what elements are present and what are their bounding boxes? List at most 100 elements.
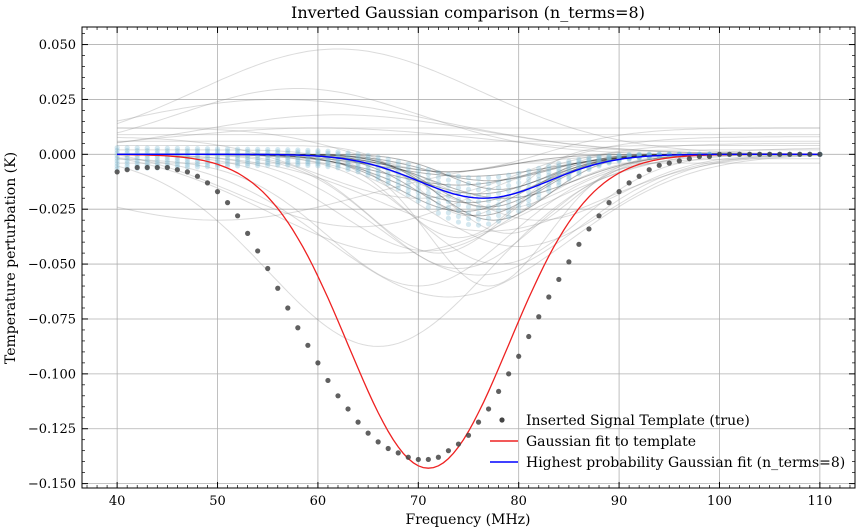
residual-point	[546, 188, 552, 194]
residual-point	[616, 153, 622, 160]
residual-point	[626, 152, 632, 158]
residual-point	[536, 188, 542, 194]
residual-point	[204, 161, 211, 168]
residual-point	[295, 147, 301, 153]
residual-point	[526, 189, 532, 195]
residual-point	[656, 153, 662, 160]
template-point	[174, 167, 180, 173]
residual-point	[596, 156, 602, 162]
residual-point	[235, 163, 241, 169]
posterior-sample-line	[117, 127, 820, 155]
residual-point	[375, 154, 381, 160]
template-point	[556, 276, 562, 283]
template-point	[315, 360, 321, 366]
residual-point	[425, 204, 431, 210]
residual-point	[465, 204, 472, 210]
residual-point	[586, 156, 592, 162]
residual-point	[496, 201, 502, 208]
residual-point	[144, 157, 150, 164]
residual-point	[315, 157, 321, 163]
residual-point	[224, 148, 231, 154]
residual-point	[325, 148, 331, 154]
residual-point	[235, 154, 241, 161]
template-point	[305, 342, 311, 348]
residual-point	[224, 157, 231, 163]
residual-point	[375, 176, 381, 182]
residual-point	[224, 159, 231, 165]
x-tick-label: 60	[310, 494, 327, 509]
x-tick-label: 50	[209, 494, 226, 509]
residual-point	[275, 156, 281, 162]
residual-point	[325, 162, 331, 168]
template-point	[606, 200, 612, 206]
residual-point	[556, 176, 562, 183]
residual-point	[285, 162, 291, 168]
residual-point	[576, 164, 582, 170]
residual-point	[325, 160, 331, 166]
residual-point	[596, 155, 602, 161]
residual-point	[385, 156, 391, 162]
residual-point	[516, 208, 522, 214]
template-point	[224, 200, 231, 206]
residual-point	[114, 163, 120, 169]
residual-point	[536, 195, 542, 201]
residual-point	[475, 181, 482, 187]
residual-point	[134, 160, 140, 166]
residual-point	[174, 162, 180, 168]
template-point	[295, 325, 301, 331]
residual-point	[295, 156, 301, 163]
residual-point	[566, 158, 572, 164]
template-point	[656, 162, 662, 168]
residual-point	[174, 157, 180, 163]
template-point	[385, 445, 391, 452]
residual-point	[385, 171, 391, 177]
residual-point	[475, 198, 482, 205]
residual-point	[475, 204, 482, 211]
residual-point	[265, 160, 271, 166]
residual-point	[445, 210, 452, 216]
residual-point	[395, 159, 401, 165]
residual-point	[475, 222, 482, 228]
residual-point	[355, 164, 361, 170]
residual-point	[616, 152, 622, 158]
template-point	[546, 294, 552, 300]
residual-point	[275, 146, 281, 153]
residual-point	[235, 146, 241, 152]
residual-point	[265, 156, 271, 162]
residual-point	[345, 154, 351, 160]
residual-point	[365, 155, 371, 161]
template-point	[616, 189, 622, 195]
residual-point	[265, 158, 271, 164]
residual-point	[144, 147, 150, 154]
residual-point	[355, 151, 361, 157]
residual-point	[305, 147, 311, 153]
residual-point	[345, 162, 351, 168]
residual-point	[606, 155, 612, 162]
residual-point	[445, 215, 452, 221]
residual-point	[345, 150, 351, 156]
residual-point	[536, 165, 542, 171]
residual-point	[506, 214, 512, 220]
residual-point	[245, 148, 251, 154]
axis-ticks: 40 50 60 70 80 90 100 110 −0.150 −0.125 −0.100 −0.0…	[28, 27, 855, 509]
residual-point	[114, 158, 120, 164]
residual-point	[626, 153, 632, 159]
residual-point	[114, 160, 120, 167]
template-point	[245, 230, 251, 236]
x-tick-label: 80	[510, 494, 527, 509]
residual-point	[315, 163, 321, 169]
residual-point	[134, 155, 140, 161]
residual-point	[526, 176, 532, 182]
residual-point	[154, 145, 160, 151]
residual-point	[245, 156, 251, 163]
template-point	[285, 305, 291, 311]
residual-point	[415, 168, 421, 174]
residual-point	[526, 202, 532, 208]
template-point	[526, 333, 532, 340]
residual-point	[435, 169, 441, 175]
residual-point	[204, 155, 211, 161]
residual-point	[546, 163, 552, 169]
residual-point	[325, 150, 331, 156]
residual-point	[194, 161, 201, 168]
residual-point	[275, 158, 281, 164]
